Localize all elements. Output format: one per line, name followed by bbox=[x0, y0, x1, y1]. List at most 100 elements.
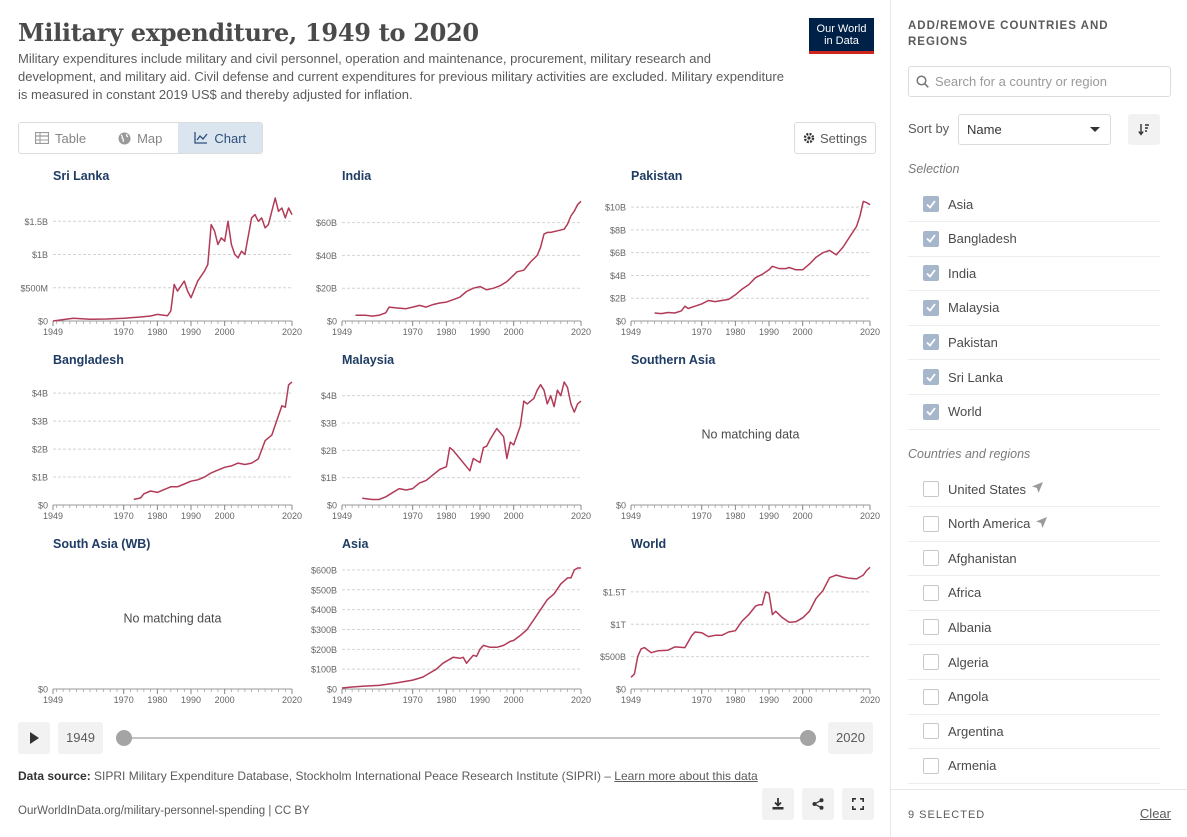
footer-url[interactable]: OurWorldInData.org/military-personnel-sp… bbox=[18, 805, 310, 817]
x-tick-label: 1980 bbox=[436, 511, 456, 521]
y-tick-label: $400B bbox=[311, 605, 337, 615]
series-line bbox=[52, 197, 293, 322]
sort-direction-button[interactable] bbox=[1128, 114, 1160, 145]
selection-item-label: Bangladesh bbox=[948, 231, 1017, 247]
tab-chart[interactable]: Chart bbox=[178, 123, 263, 153]
checkbox-checked[interactable] bbox=[923, 369, 939, 385]
country-item-label: Albania bbox=[948, 619, 992, 635]
line-chart-icon bbox=[194, 132, 208, 144]
y-tick-label: $4B bbox=[32, 389, 48, 399]
x-tick-label: 1970 bbox=[692, 695, 712, 705]
checkbox-unchecked[interactable] bbox=[923, 619, 939, 636]
play-button[interactable] bbox=[18, 722, 50, 754]
x-tick-label: 1970 bbox=[114, 327, 134, 337]
x-tick-label: 1990 bbox=[181, 511, 201, 521]
x-tick-label: 2020 bbox=[860, 327, 880, 337]
x-tick-label: 1990 bbox=[470, 511, 490, 521]
checkbox-unchecked[interactable] bbox=[923, 723, 939, 740]
no-data-message: No matching data bbox=[124, 612, 222, 626]
checkbox-unchecked[interactable] bbox=[923, 584, 939, 601]
checkbox-unchecked[interactable] bbox=[923, 550, 939, 567]
x-tick-label: 1970 bbox=[403, 327, 423, 337]
selection-item[interactable]: Pakistan bbox=[908, 325, 1160, 361]
logo-line-1: Our World bbox=[816, 23, 867, 35]
selection-item[interactable]: Asia bbox=[908, 187, 1160, 222]
selection-item[interactable]: India bbox=[908, 256, 1160, 292]
x-tick-label: 1980 bbox=[147, 511, 167, 521]
checkbox-checked[interactable] bbox=[923, 334, 939, 351]
chart-title: Asia bbox=[342, 537, 369, 551]
countries-section-label: Countries and regions bbox=[908, 447, 1031, 461]
share-button[interactable] bbox=[802, 788, 834, 820]
learn-more-link[interactable]: Learn more about this data bbox=[614, 769, 758, 783]
x-tick-label: 1970 bbox=[114, 695, 134, 705]
x-tick-label: 2000 bbox=[215, 327, 235, 337]
timeline-end-handle[interactable] bbox=[800, 730, 816, 746]
checkbox-unchecked[interactable] bbox=[923, 654, 939, 670]
x-tick-label: 1949 bbox=[43, 695, 63, 705]
settings-button[interactable]: Settings bbox=[794, 122, 876, 154]
y-tick-label: $40B bbox=[316, 251, 337, 261]
y-tick-label: $1B bbox=[32, 473, 48, 483]
y-tick-label: $0 bbox=[38, 501, 48, 511]
x-tick-label: 1980 bbox=[436, 327, 456, 337]
owid-logo[interactable]: Our World in Data bbox=[809, 18, 874, 54]
download-button[interactable] bbox=[762, 788, 794, 820]
sort-order-icon bbox=[1138, 123, 1149, 136]
fullscreen-button[interactable] bbox=[842, 788, 874, 820]
country-item[interactable]: Albania bbox=[908, 610, 1160, 646]
clear-button[interactable]: Clear bbox=[1139, 806, 1171, 821]
selection-item[interactable]: Bangladesh bbox=[908, 222, 1160, 257]
x-tick-label: 1970 bbox=[114, 511, 134, 521]
search-box bbox=[908, 66, 1171, 97]
x-tick-label: 1990 bbox=[759, 511, 779, 521]
sort-value: Name bbox=[967, 122, 1002, 137]
timeline-start-handle[interactable] bbox=[116, 730, 132, 746]
country-item[interactable]: Angola bbox=[908, 680, 1160, 715]
checkbox-unchecked[interactable] bbox=[923, 757, 939, 774]
series-line bbox=[362, 381, 582, 501]
x-tick-label: 1980 bbox=[725, 511, 745, 521]
x-tick-label: 1980 bbox=[725, 695, 745, 705]
timeline-track[interactable] bbox=[124, 737, 808, 739]
sidebar-heading: ADD/REMOVE COUNTRIES AND REGIONS bbox=[908, 20, 1109, 48]
search-input[interactable] bbox=[935, 74, 1165, 89]
country-item[interactable]: Africa bbox=[908, 576, 1160, 611]
checkbox-checked[interactable] bbox=[923, 299, 939, 316]
view-tabs: Table Map Chart bbox=[18, 122, 264, 154]
timeline-end-year[interactable]: 2020 bbox=[828, 722, 873, 754]
checkbox-checked[interactable] bbox=[923, 230, 939, 247]
x-tick-label: 2000 bbox=[793, 327, 813, 337]
tab-map[interactable]: Map bbox=[102, 123, 178, 153]
country-item[interactable]: Afghanistan bbox=[908, 541, 1160, 577]
x-tick-label: 1990 bbox=[759, 327, 779, 337]
checkbox-unchecked[interactable] bbox=[923, 515, 939, 532]
selection-item[interactable]: Malaysia bbox=[908, 291, 1160, 326]
checkbox-checked[interactable] bbox=[923, 265, 939, 282]
country-item-label: Afghanistan bbox=[948, 550, 1017, 566]
country-item[interactable]: Argentina bbox=[908, 714, 1160, 750]
checkbox-checked[interactable] bbox=[923, 196, 939, 212]
selection-item[interactable]: Sri Lanka bbox=[908, 360, 1160, 395]
y-tick-label: $0 bbox=[38, 317, 48, 327]
tab-table[interactable]: Table bbox=[19, 123, 102, 153]
country-item[interactable]: United States bbox=[908, 472, 1160, 507]
country-item[interactable]: North America bbox=[908, 507, 1160, 542]
chart-title: Southern Asia bbox=[631, 353, 716, 367]
sort-dropdown[interactable]: Name bbox=[958, 114, 1111, 145]
x-tick-label: 2020 bbox=[282, 327, 302, 337]
selection-item-label: World bbox=[948, 404, 982, 420]
chart-title: Pakistan bbox=[631, 169, 682, 183]
chart-title: India bbox=[342, 169, 372, 183]
country-item[interactable]: Algeria bbox=[908, 645, 1160, 680]
checkbox-checked[interactable] bbox=[923, 403, 939, 420]
x-tick-label: 2000 bbox=[215, 695, 235, 705]
timeline-start-year[interactable]: 1949 bbox=[58, 722, 103, 754]
checkbox-unchecked[interactable] bbox=[923, 688, 939, 705]
selection-item[interactable]: World bbox=[908, 395, 1160, 430]
y-tick-label: $0 bbox=[327, 501, 337, 511]
selection-item-label: Asia bbox=[948, 196, 974, 212]
checkbox-unchecked[interactable] bbox=[923, 481, 939, 497]
country-item[interactable]: Armenia bbox=[908, 749, 1160, 784]
x-tick-label: 2020 bbox=[282, 695, 302, 705]
